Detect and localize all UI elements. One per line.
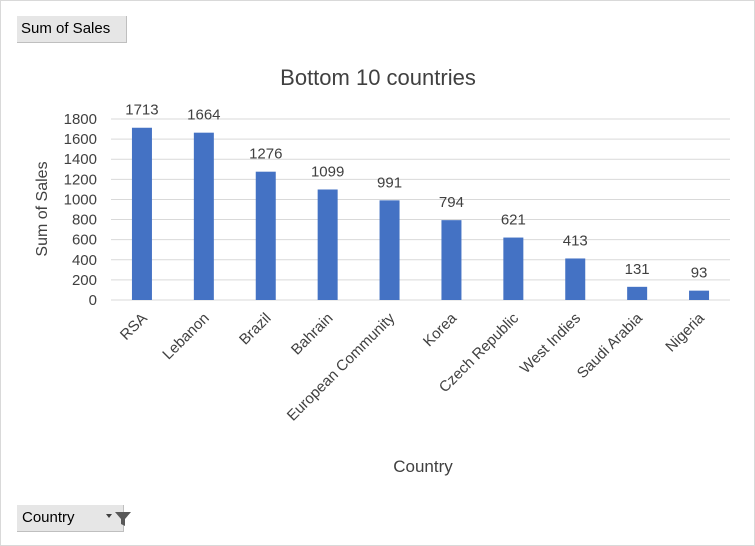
x-tick-label: RSA [117, 310, 151, 344]
x-tick-label: Lebanon [159, 310, 212, 363]
data-labels: 1713 1664 1276 1099 991 794 621 413 131 93 [125, 102, 707, 282]
data-label: 131 [625, 261, 650, 278]
bar [565, 258, 586, 300]
bar [627, 286, 648, 300]
chart-title: Bottom 10 countries [280, 65, 476, 90]
x-tick-label: Brazil [236, 310, 275, 349]
x-axis-title: Country [393, 457, 453, 476]
x-tick-label: Bahrain [288, 310, 337, 359]
chevron-down-icon[interactable] [106, 514, 112, 518]
bar [193, 132, 214, 300]
bar [131, 127, 152, 300]
y-axis-tick-labels: 0 200 400 600 800 1000 1200 1400 1600 1800 [64, 111, 97, 309]
bars [131, 127, 710, 300]
y-tick-label: 200 [72, 272, 97, 289]
y-tick-label: 0 [89, 292, 97, 309]
data-label: 1713 [125, 102, 158, 119]
bar [379, 200, 400, 300]
bar [317, 189, 338, 300]
bar [689, 290, 710, 300]
bar [441, 220, 462, 300]
y-axis-title: Sum of Sales [34, 161, 51, 256]
data-label: 794 [439, 194, 464, 211]
y-tick-label: 1200 [64, 171, 97, 188]
data-label: 1099 [311, 163, 344, 180]
bar [255, 171, 276, 300]
y-tick-label: 600 [72, 232, 97, 249]
y-tick-label: 1600 [64, 131, 97, 148]
data-label: 93 [691, 265, 708, 282]
data-label: 621 [501, 212, 526, 229]
data-label: 1276 [249, 146, 282, 163]
y-tick-label: 400 [72, 252, 97, 269]
x-tick-label: Saudi Arabia [574, 309, 647, 382]
axis-field-button[interactable]: Country [17, 505, 131, 532]
axis-field-label: Country [22, 509, 75, 526]
data-label: 991 [377, 174, 402, 191]
y-tick-label: 1800 [64, 111, 97, 128]
x-tick-label: European Community [284, 309, 399, 424]
y-tick-label: 1400 [64, 151, 97, 168]
data-label: 1664 [187, 107, 220, 124]
x-tick-label: Nigeria [662, 309, 708, 355]
values-field-button[interactable]: Sum of Sales [17, 16, 127, 43]
y-tick-label: 1000 [64, 191, 97, 208]
y-tick-label: 800 [72, 212, 97, 229]
gridlines [111, 118, 730, 301]
x-tick-label: West Indies [517, 310, 584, 377]
data-label: 413 [563, 232, 588, 249]
bar [503, 237, 524, 300]
x-tick-label: Korea [420, 309, 461, 350]
filter-icon[interactable] [114, 511, 132, 527]
